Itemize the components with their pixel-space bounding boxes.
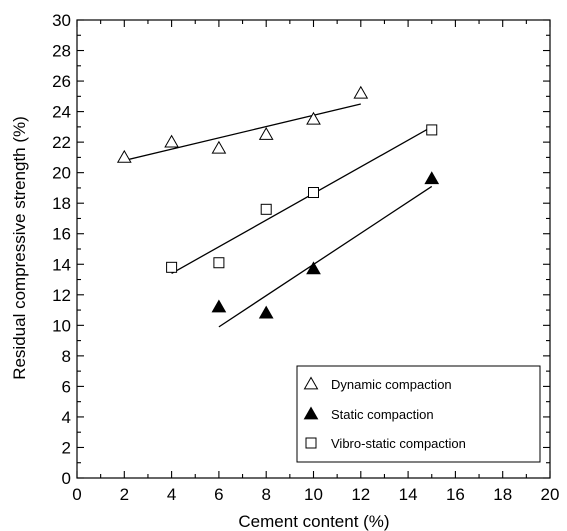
y-tick-label: 12 [52,286,71,305]
x-tick-label: 14 [399,485,418,504]
legend-label: Dynamic compaction [331,377,452,392]
fit-line-2 [171,126,433,274]
y-tick-label: 30 [52,11,71,30]
legend-marker-open-square [305,437,317,449]
data-point-open-triangle [258,126,274,140]
data-point-open-square [260,203,272,215]
y-tick-label: 0 [62,469,71,488]
legend-label: Static compaction [331,407,434,422]
data-point-filled-triangle [306,261,321,275]
y-tick-label: 16 [52,225,71,244]
data-point-open-square [166,261,178,273]
data-point-open-triangle [353,85,369,99]
x-tick-label: 12 [351,485,370,504]
x-tick-label: 2 [120,485,129,504]
y-tick-label: 2 [62,438,71,457]
data-point-filled-triangle [258,305,274,319]
data-point-open-triangle [306,111,321,125]
y-tick-label: 14 [52,255,71,274]
data-point-filled-triangle [211,299,227,313]
y-tick-label: 18 [52,194,71,213]
y-tick-label: 28 [52,42,71,61]
x-tick-label: 16 [446,485,465,504]
x-tick-label: 18 [493,485,512,504]
legend-marker-open-triangle [303,376,319,390]
x-tick-label: 6 [214,485,223,504]
x-tick-label: 4 [167,485,176,504]
legend: Dynamic compaction Static compaction Vibro… [296,365,541,463]
legend-label: Vibro-static compaction [331,436,466,451]
y-tick-label: 24 [52,103,71,122]
fit-line-0 [124,103,361,162]
y-tick-label: 6 [62,377,71,396]
ticks: 0 2 4 6 8 10 12 14 16 18 2002468101214161820222426… [52,11,559,504]
y-axis-title: Residual compressive strength (%) [10,116,29,380]
y-tick-label: 22 [52,133,71,152]
x-tick-label: 0 [72,485,81,504]
legend-marker-filled-triangle [303,406,319,420]
data-point-open-square [426,124,438,136]
data-point-open-triangle [116,149,132,163]
data-point-open-square [213,257,225,269]
data-point-open-square [308,187,319,199]
data-points [116,85,440,319]
y-tick-label: 20 [52,164,71,183]
y-tick-label: 10 [52,316,71,335]
fit-line-1 [218,185,433,328]
data-point-filled-triangle [424,171,440,185]
x-axis-title: Cement content (%) [238,512,389,531]
y-tick-label: 26 [52,72,71,91]
data-point-open-triangle [211,140,227,154]
x-tick-label: 20 [541,485,560,504]
legend-box [296,365,541,463]
data-point-open-triangle [164,134,179,148]
fit-lines [124,103,433,328]
x-tick-label: 10 [304,485,323,504]
x-tick-label: 8 [261,485,270,504]
y-tick-label: 4 [62,408,71,427]
y-tick-label: 8 [62,347,71,366]
